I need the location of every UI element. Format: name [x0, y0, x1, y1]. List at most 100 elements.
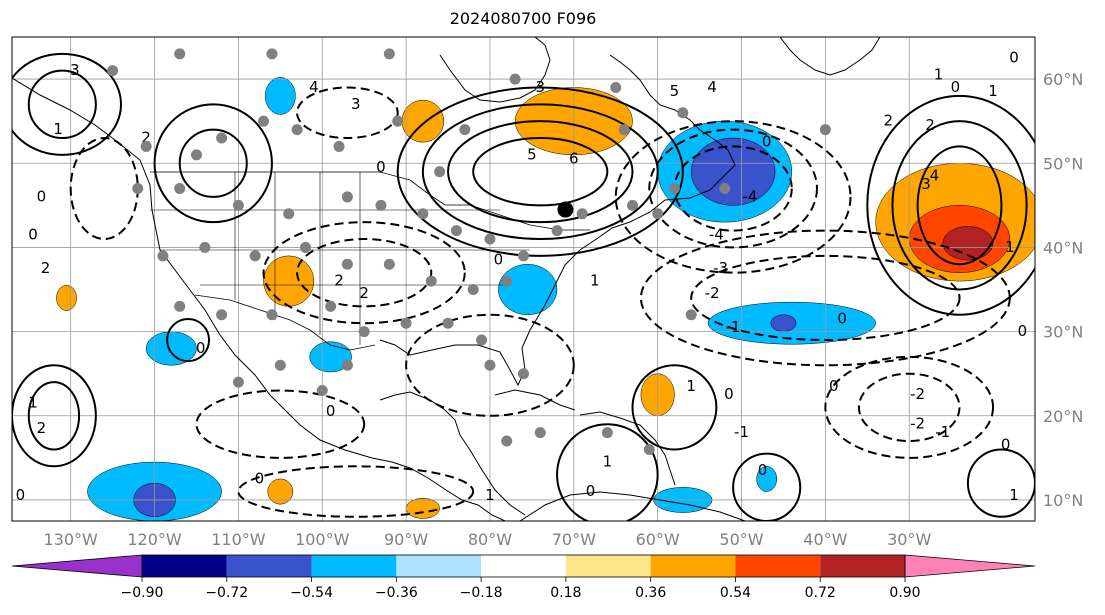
- colorbar-extend-high: [904, 554, 1036, 578]
- map-title: 2024080700 F096: [449, 9, 597, 28]
- contour-label: 2: [37, 419, 47, 437]
- contour-dashed-20: [614, 120, 852, 274]
- highlighted-location-dot: [557, 201, 574, 218]
- longitude-label: 70°W: [552, 530, 596, 549]
- station-dot: [434, 166, 446, 178]
- coastline-gulf-and-east-coast: [379, 54, 736, 387]
- colorbar-tick-label: 0.72: [805, 585, 836, 601]
- contour-label: -1: [935, 423, 950, 441]
- colorbar-segment: [311, 555, 397, 577]
- contour-label: 3: [535, 78, 545, 96]
- station-dot: [299, 241, 311, 253]
- station-dot: [677, 107, 689, 119]
- shaded-area-18: [756, 466, 777, 492]
- shaded-area-8: [770, 314, 797, 332]
- station-dot: [258, 115, 270, 127]
- station-dot: [392, 115, 404, 127]
- contour-solid-3: [396, 86, 684, 257]
- station-dot: [383, 258, 395, 270]
- shaded-area-10: [263, 255, 315, 307]
- contour-solid-12: [12, 364, 97, 468]
- longitude-labels: 130°W 120°W 110°W 100°W 90°W 80°W 70°W 60°W 50°W…: [44, 530, 932, 549]
- station-dot: [400, 317, 412, 329]
- contour-label: -4: [709, 225, 724, 243]
- longitude-label: 40°W: [803, 530, 847, 549]
- station-dot: [174, 183, 186, 195]
- contour-label: 0: [951, 78, 961, 96]
- contour-label: 5: [670, 82, 680, 100]
- station-dot: [333, 140, 345, 152]
- station-dot: [232, 199, 244, 211]
- station-dot: [232, 376, 244, 388]
- station-dot: [157, 250, 169, 262]
- contour-dashed-30: [237, 465, 475, 518]
- mexico-border: [194, 294, 376, 351]
- contour-label: 0: [376, 158, 386, 176]
- contour-label: 1: [1009, 486, 1019, 504]
- contour-label: -1: [726, 318, 741, 336]
- station-dot: [484, 359, 496, 371]
- station-dot: [643, 443, 655, 455]
- longitude-label: 50°W: [719, 530, 763, 549]
- station-dot: [601, 427, 613, 439]
- contour-label: 3: [70, 61, 80, 79]
- contour-solid-1: [447, 120, 634, 224]
- station-dot: [484, 233, 496, 245]
- station-dot: [501, 275, 513, 287]
- coastlines-layer: [12, 37, 881, 521]
- station-dot: [325, 300, 337, 312]
- latitude-label: 50°N: [1043, 154, 1083, 173]
- contour-solid-8: [12, 52, 122, 156]
- contour-lines-layer: [12, 52, 1035, 521]
- coastline-north-america-west: [12, 77, 506, 521]
- contour-label: 0: [196, 339, 206, 357]
- contour-label: 4: [930, 166, 940, 184]
- station-dot: [341, 191, 353, 203]
- latitude-label: 30°N: [1043, 323, 1083, 342]
- station-dot: [459, 124, 471, 136]
- station-dot: [476, 334, 488, 346]
- contour-solid-16: [732, 452, 802, 521]
- station-dot: [819, 124, 831, 136]
- coastline-yucatan-central-america: [379, 391, 526, 516]
- colorbar-tick-label: −0.36: [375, 585, 418, 601]
- station-dot: [132, 183, 144, 195]
- contour-solid-6: [866, 94, 1035, 316]
- station-dot: [190, 149, 202, 161]
- contour-label: 5: [527, 145, 537, 163]
- station-dot: [174, 48, 186, 60]
- colorbar-tick-label: −0.18: [460, 585, 503, 601]
- contour-label: 0: [762, 133, 772, 151]
- contour-label: 2: [925, 116, 935, 134]
- station-dot: [417, 208, 429, 220]
- station-dot: [274, 359, 286, 371]
- colorbar-segment: [735, 555, 821, 577]
- colorbar-outline: [141, 554, 906, 578]
- contour-label: 3: [351, 95, 361, 113]
- longitude-label: 110°W: [211, 530, 266, 549]
- shaded-area-9: [498, 264, 558, 316]
- contour-label: 0: [586, 482, 596, 500]
- contour-label: 1: [686, 377, 696, 395]
- station-dot: [140, 140, 152, 152]
- contour-solid-17: [966, 448, 1035, 518]
- colorbar-segment: [565, 555, 651, 577]
- station-dot: [425, 275, 437, 287]
- station-dot: [518, 368, 529, 380]
- contour-label: 0: [829, 377, 839, 395]
- contour-solid-4: [916, 145, 1003, 266]
- station-dot: [383, 48, 395, 60]
- contour-label: 1: [603, 453, 613, 471]
- map-frame: [11, 36, 1036, 522]
- longitude-label: 120°W: [127, 530, 182, 549]
- contour-solid-11: [27, 381, 81, 451]
- shaded-area-21: [405, 498, 440, 519]
- contour-dashed-28: [195, 389, 366, 459]
- contour-label: 0: [494, 251, 504, 269]
- station-dot: [249, 250, 261, 262]
- colorbar-tick-label: 0.90: [889, 585, 920, 601]
- contour-label: 0: [326, 402, 336, 420]
- longitude-label: 100°W: [295, 530, 350, 549]
